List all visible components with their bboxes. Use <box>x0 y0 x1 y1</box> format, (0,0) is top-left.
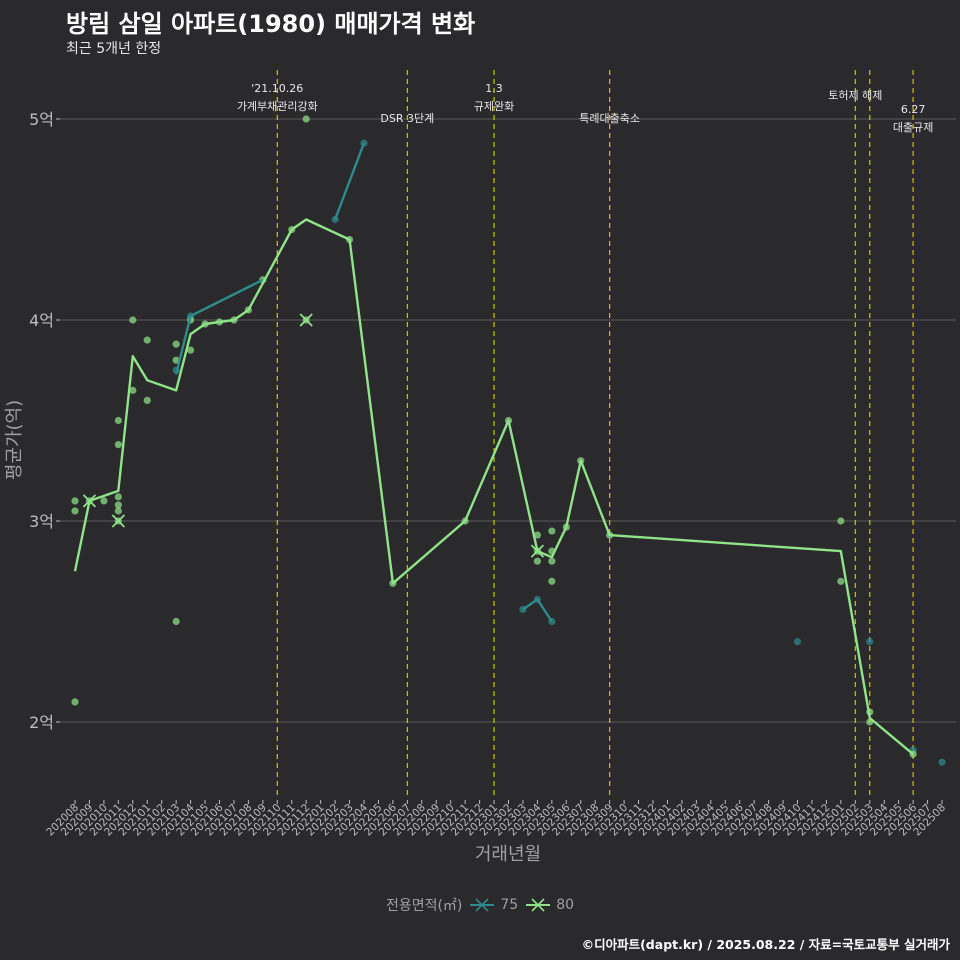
y-axis-title: 평균가(억) <box>4 400 25 480</box>
data-point <box>866 638 874 646</box>
data-point <box>114 416 122 425</box>
data-point <box>302 115 310 123</box>
event-label-line: 특례대출축소 <box>579 112 640 125</box>
scatter-points <box>71 115 946 766</box>
data-point <box>143 336 151 344</box>
legend: 전용면적(㎡) 75 80 <box>0 895 960 915</box>
data-point <box>837 517 845 525</box>
cross-marker <box>299 313 313 327</box>
data-point <box>533 557 542 565</box>
data-point <box>172 340 180 348</box>
cross-marker <box>82 494 97 508</box>
legend-item-80: 80 <box>526 896 574 914</box>
series-line-75 <box>174 278 264 375</box>
data-point <box>71 698 79 706</box>
event-label-line: '21.10.26 <box>251 82 303 95</box>
series-line-80 <box>73 218 914 756</box>
data-point <box>548 557 556 565</box>
data-point <box>793 638 802 646</box>
legend-label-80: 80 <box>556 897 575 913</box>
x-axis-title: 거래년월 <box>475 844 541 865</box>
event-label-line: 대출규제 <box>893 121 933 134</box>
event-label-line: 6.27 <box>901 103 926 116</box>
data-point <box>71 497 79 505</box>
legend-label-75: 75 <box>500 897 519 913</box>
data-point <box>938 758 946 766</box>
event-label: 6.27 대출규제 <box>893 103 933 134</box>
data-point <box>129 386 137 394</box>
data-point <box>837 577 845 585</box>
data-point <box>129 316 137 324</box>
axes: 2억3억4억5억20200820200920201020201120201220… <box>29 110 948 838</box>
event-label-line: 1.3 <box>485 82 503 95</box>
y-tick-label: 5억 <box>29 110 54 129</box>
data-point <box>100 497 108 505</box>
data-point <box>172 617 180 626</box>
highlight-crosses <box>82 313 545 558</box>
gridlines <box>60 118 956 723</box>
event-label-line: DSR 3단계 <box>380 112 434 125</box>
y-tick-label: 2억 <box>29 713 54 732</box>
event-label-line: 규제완화 <box>474 100 514 113</box>
x-cross-icon <box>526 898 551 912</box>
data-point <box>114 493 122 501</box>
data-point <box>114 507 122 515</box>
data-point <box>548 527 556 535</box>
source-caption: ©디아파트(dapt.kr) / 2025.08.22 / 자료=국토교통부 실… <box>581 937 950 952</box>
event-label: 토허제 해제 <box>828 88 882 102</box>
y-tick-label: 3억 <box>29 512 54 531</box>
data-point <box>71 507 79 515</box>
x-cross-icon <box>470 898 495 912</box>
event-label-line: 토허제 해제 <box>828 88 882 102</box>
series-lines <box>73 142 914 756</box>
event-label-line: 가계부채관리강화 <box>237 100 318 113</box>
event-label: 1.3 규제완화 <box>474 82 514 113</box>
legend-item-75: 75 <box>470 896 518 914</box>
series-line-75 <box>333 142 366 220</box>
cross-marker <box>530 544 545 558</box>
data-point <box>548 577 556 585</box>
data-point <box>114 441 122 449</box>
data-point <box>187 346 195 354</box>
chart-title: 방림 삼일 아파트(1980) 매매가격 변화 <box>66 10 476 38</box>
data-point <box>533 531 542 539</box>
legend-title: 전용면적(㎡) <box>385 898 463 914</box>
series-line-75 <box>522 598 553 623</box>
data-point <box>114 501 122 509</box>
data-point <box>143 396 151 404</box>
chart-subtitle: 최근 5개년 한정 <box>66 41 162 57</box>
event-label: DSR 3단계 <box>380 112 434 125</box>
cross-marker <box>111 514 125 528</box>
event-label: '21.10.26 가계부채관리강화 <box>237 82 318 113</box>
y-tick-label: 4억 <box>29 311 54 330</box>
event-label: 특례대출축소 <box>579 112 640 125</box>
